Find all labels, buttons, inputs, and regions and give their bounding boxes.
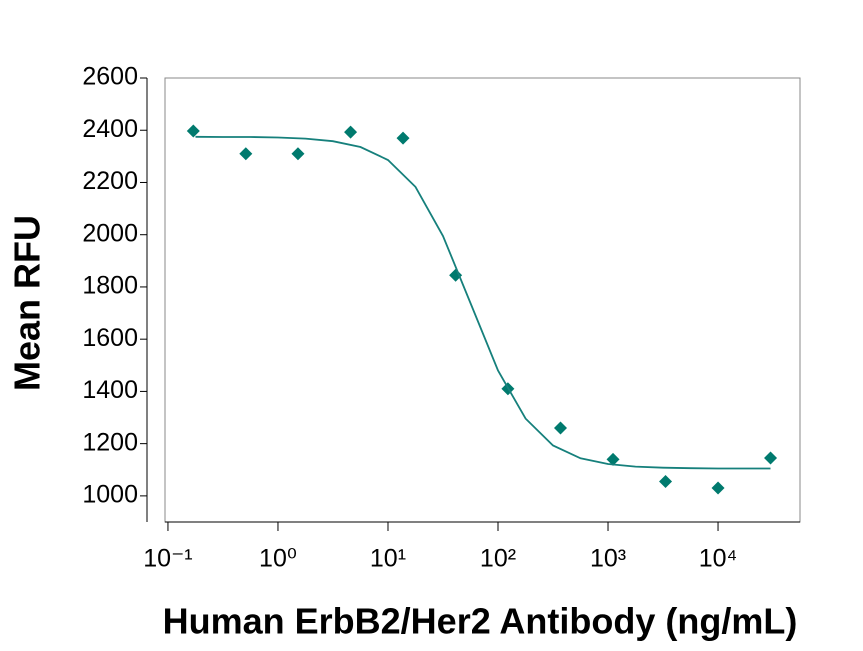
x-tick-label: 10⁰ <box>259 545 297 573</box>
y-tick-label: 1600 <box>82 324 138 352</box>
x-tick-label: 10² <box>480 545 516 573</box>
x-tick-label: 10³ <box>590 545 626 573</box>
data-point <box>554 421 568 435</box>
y-tick-label: 1000 <box>82 480 138 508</box>
data-point <box>659 475 673 489</box>
data-point <box>606 452 620 466</box>
data-point <box>449 268 463 282</box>
x-tick-label: 10⁴ <box>699 545 738 573</box>
y-tick-label: 1400 <box>82 376 138 404</box>
data-point <box>239 147 253 161</box>
x-tick-label: 10¹ <box>370 545 406 573</box>
y-tick-label: 2600 <box>82 63 138 91</box>
plot-frame <box>164 77 801 523</box>
x-tick-label: 10⁻¹ <box>143 545 192 573</box>
y-tick-label: 1200 <box>82 428 138 456</box>
y-tick-label: 2400 <box>82 115 138 143</box>
x-axis-title: Human ErbB2/Her2 Antibody (ng/mL) <box>163 601 798 642</box>
fit-curve <box>195 135 771 470</box>
data-point <box>764 451 778 465</box>
data-point <box>396 131 410 145</box>
data-point <box>291 147 305 161</box>
y-tick-label: 2200 <box>82 167 138 195</box>
y-tick-label: 2000 <box>82 219 138 247</box>
y-axis-title: Mean RFU <box>7 215 48 391</box>
data-point <box>711 481 725 495</box>
data-point <box>344 125 358 139</box>
data-point <box>186 124 200 138</box>
y-tick-label: 1800 <box>82 272 138 300</box>
